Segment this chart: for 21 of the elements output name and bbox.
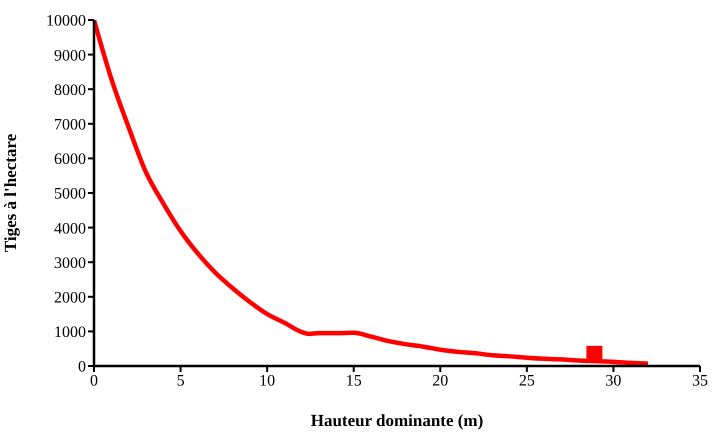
y-axis-title: Tiges à l'hectare [1, 133, 20, 252]
y-tick-label: 7000 [54, 116, 86, 134]
y-tick-label: 0 [78, 358, 86, 376]
x-tick-label: 0 [90, 372, 98, 390]
x-axis-title: Hauteur dominante (m) [310, 411, 484, 430]
y-tick-label: 8000 [54, 82, 86, 99]
y-tick-label: 5000 [54, 186, 86, 203]
x-tick-label: 20 [432, 372, 448, 390]
x-tick-label: 5 [176, 372, 185, 390]
y-tick-label: 1000 [54, 324, 86, 342]
y-tick-label: 2000 [54, 289, 86, 306]
x-tick-label: 15 [346, 372, 362, 390]
y-tick-label: 9000 [54, 47, 86, 64]
y-tick-label: 10000 [46, 12, 86, 30]
x-tick-label: 35 [692, 372, 708, 390]
y-tick-label: 6000 [54, 151, 86, 168]
y-tick-label: 4000 [54, 220, 86, 238]
x-tick-label: 30 [605, 372, 622, 390]
y-tick-label: 3000 [54, 254, 86, 272]
x-tick-label: 10 [259, 372, 276, 390]
x-tick-label: 25 [518, 372, 535, 390]
